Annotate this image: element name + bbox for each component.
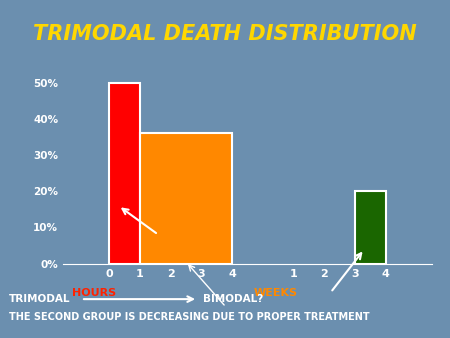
Text: THE SECOND GROUP IS DECREASING DUE TO PROPER TREATMENT: THE SECOND GROUP IS DECREASING DUE TO PR… [9, 312, 369, 322]
Bar [140, 133, 232, 264]
Text: HOURS: HOURS [72, 288, 117, 298]
Text: TRIMODAL: TRIMODAL [9, 294, 71, 304]
Text: BIMODAL?: BIMODAL? [202, 294, 263, 304]
Text: TRIMODAL DEATH DISTRIBUTION: TRIMODAL DEATH DISTRIBUTION [33, 24, 417, 44]
Bar [109, 82, 140, 264]
Bar [355, 191, 386, 264]
Text: WEEKS: WEEKS [254, 288, 297, 298]
